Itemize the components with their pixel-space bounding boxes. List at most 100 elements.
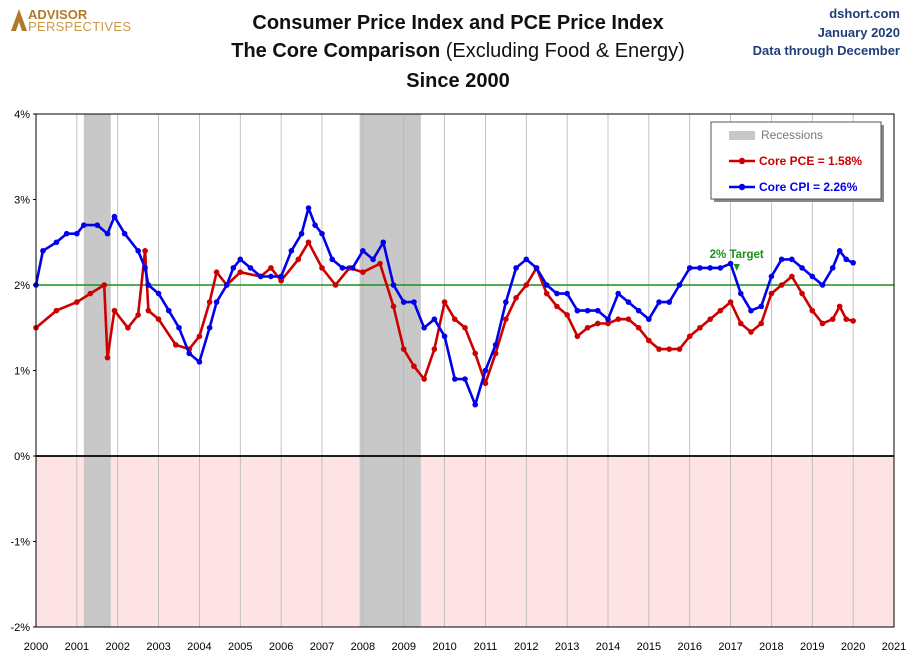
- y-tick-label: 3%: [14, 195, 30, 207]
- legend-cpi-marker: [738, 183, 746, 191]
- series-point: [196, 333, 203, 340]
- series-point: [53, 307, 60, 314]
- series-point: [737, 320, 744, 327]
- series-point: [758, 320, 765, 327]
- series-point: [533, 265, 540, 271]
- series-point: [666, 346, 673, 352]
- series-point: [142, 265, 148, 271]
- series-point: [268, 265, 274, 271]
- series-point: [213, 269, 220, 275]
- series-point: [778, 256, 785, 263]
- recession-band: [359, 114, 421, 627]
- series-point: [543, 282, 550, 288]
- x-tick-label: 2009: [391, 641, 415, 653]
- series-point: [295, 256, 302, 263]
- series-point: [176, 324, 182, 331]
- series-point: [206, 299, 213, 305]
- series-point: [305, 205, 312, 211]
- target-arrow-icon: [733, 264, 740, 271]
- series-point: [230, 265, 237, 271]
- x-tick-label: 2014: [596, 641, 620, 653]
- series-point: [472, 401, 479, 408]
- y-tick-label: 2%: [14, 280, 30, 292]
- series-point: [165, 307, 172, 314]
- x-tick-label: 2004: [187, 641, 211, 653]
- series-point: [584, 307, 591, 314]
- series-point: [625, 299, 632, 305]
- series-point: [543, 290, 550, 297]
- series-point: [748, 329, 754, 335]
- series-point: [257, 273, 264, 280]
- series-point: [836, 248, 843, 254]
- series-point: [319, 230, 325, 237]
- series-point: [121, 230, 128, 237]
- series-point: [646, 337, 652, 344]
- x-tick-label: 2020: [841, 641, 865, 653]
- x-tick-label: 2011: [474, 641, 498, 653]
- series-point: [768, 290, 775, 297]
- series-point: [462, 324, 468, 331]
- series-point: [142, 248, 148, 254]
- series-point: [819, 282, 826, 288]
- series-point: [605, 316, 611, 323]
- series-point: [332, 282, 339, 288]
- series-point: [111, 307, 118, 314]
- series-point: [574, 333, 581, 340]
- series-point: [81, 222, 87, 228]
- series-point: [349, 265, 356, 271]
- series-point: [829, 316, 836, 323]
- series-point: [268, 273, 274, 280]
- series-point: [400, 346, 407, 352]
- series-point: [213, 299, 220, 305]
- x-tick-label: 2017: [718, 641, 742, 653]
- series-point: [237, 256, 244, 263]
- series-point: [809, 307, 816, 314]
- series-point: [278, 277, 284, 284]
- series-point: [441, 333, 448, 340]
- series-point: [789, 256, 795, 263]
- source-note: Data through December: [752, 43, 900, 58]
- series-point: [390, 303, 397, 310]
- series-point: [390, 282, 397, 288]
- series-point: [686, 333, 693, 340]
- series-point: [697, 324, 703, 331]
- series-point: [145, 307, 152, 314]
- series-point: [615, 316, 622, 323]
- series-point: [707, 316, 713, 323]
- legend-pce-marker: [738, 157, 746, 165]
- series-point: [686, 265, 693, 271]
- x-tick-label: 2007: [310, 641, 334, 653]
- x-tick-label: 2001: [65, 641, 89, 653]
- series-point: [656, 299, 662, 305]
- logo-line1: ADVISOR: [28, 7, 88, 22]
- series-point: [172, 342, 179, 348]
- series-point: [319, 265, 325, 271]
- series-point: [278, 273, 284, 280]
- series-point: [513, 265, 519, 271]
- x-tick-label: 2012: [514, 641, 538, 653]
- series-point: [370, 256, 376, 263]
- series-point: [523, 256, 530, 263]
- series-point: [799, 265, 805, 271]
- series-point: [809, 273, 816, 280]
- series-point: [125, 324, 131, 331]
- series-point: [411, 299, 417, 305]
- series-point: [717, 307, 724, 314]
- series-point: [666, 299, 673, 305]
- chart-title-bold: The Core Comparison: [231, 40, 441, 62]
- series-point: [462, 376, 468, 382]
- source-site[interactable]: dshort.com: [829, 6, 900, 21]
- series-line: [35, 241, 854, 385]
- series-point: [625, 316, 632, 323]
- x-tick-label: 2016: [677, 641, 701, 653]
- series-point: [707, 265, 713, 271]
- series-point: [411, 363, 417, 370]
- series-point: [605, 320, 611, 327]
- series-point: [789, 273, 795, 280]
- y-tick-label: 0%: [14, 451, 30, 463]
- series-point: [305, 239, 312, 246]
- series-point: [676, 346, 683, 352]
- series-point: [564, 312, 570, 318]
- series-point: [727, 299, 734, 305]
